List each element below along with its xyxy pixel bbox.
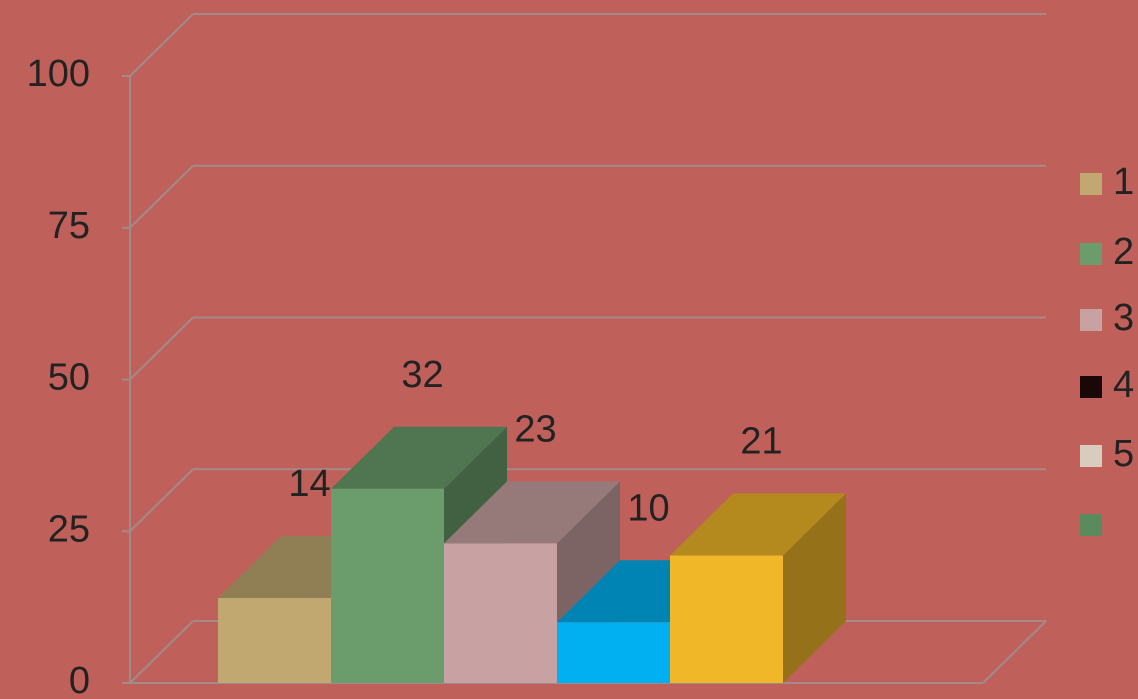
legend-label: 1	[1113, 161, 1134, 203]
bar	[218, 598, 331, 683]
data-label: 23	[514, 408, 556, 450]
legend-swatch	[1080, 173, 1102, 195]
legend-swatch	[1080, 376, 1102, 398]
bar	[331, 488, 444, 683]
y-tick-label: 75	[48, 205, 90, 247]
y-tick-label: 100	[27, 53, 90, 95]
legend-label: 5	[1113, 433, 1134, 475]
bar-top	[444, 481, 620, 544]
grid-line	[129, 620, 194, 684]
floor-right	[982, 620, 1047, 684]
y-tick-label: 25	[48, 508, 90, 550]
data-label: 21	[740, 421, 782, 463]
legend-label: 3	[1113, 297, 1134, 339]
bar-top	[331, 426, 507, 489]
legend-swatch	[1080, 445, 1102, 467]
grid-line	[129, 13, 194, 77]
data-label: 32	[401, 354, 443, 396]
bar	[557, 622, 670, 683]
legend-label: 2	[1113, 231, 1134, 273]
y-tick-label: 0	[69, 660, 90, 699]
grid-line	[129, 165, 194, 229]
data-label: 10	[627, 487, 669, 529]
legend-swatch	[1080, 243, 1102, 265]
grid-line	[129, 316, 194, 381]
data-label: 14	[288, 463, 330, 505]
legend-label: 4	[1113, 364, 1134, 406]
bar	[670, 555, 783, 683]
bar	[444, 543, 557, 683]
y-tick-label: 50	[48, 357, 90, 399]
bar-top	[670, 493, 846, 556]
bar-side	[783, 493, 846, 683]
legend-swatch	[1080, 514, 1102, 536]
grid-line	[129, 468, 194, 532]
legend-swatch	[1080, 309, 1102, 331]
